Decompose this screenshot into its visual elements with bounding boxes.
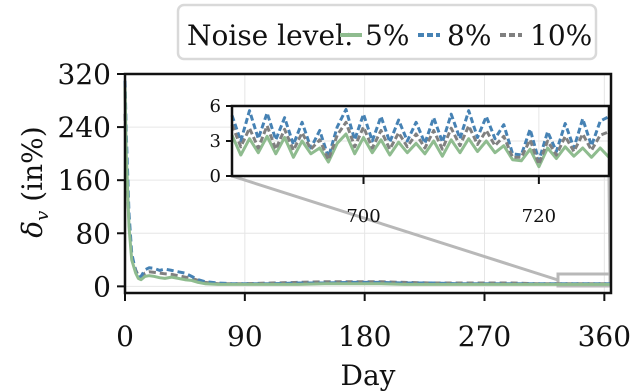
main-plot-frame bbox=[123, 72, 613, 295]
y-axis-label: δv (in%) bbox=[16, 126, 53, 237]
x-axis-label: Day bbox=[341, 359, 396, 392]
legend-frame bbox=[176, 3, 598, 61]
y-tick-label: 80 bbox=[75, 217, 111, 250]
x-tick-label: 270 bbox=[458, 320, 511, 353]
inset-y-tick-label: 0 bbox=[210, 166, 221, 187]
legend-label-5: 5% bbox=[365, 19, 409, 52]
inset-y-tick-label: 6 bbox=[210, 96, 221, 117]
zoom-connector bbox=[231, 174, 612, 288]
series-line-5 bbox=[123, 87, 611, 286]
zoom-connector-line bbox=[231, 174, 559, 282]
inset-series-line-5 bbox=[230, 132, 611, 169]
legend-label-8: 8% bbox=[447, 19, 491, 52]
legend-label-10: 10% bbox=[530, 19, 592, 52]
inset-x-tick-label: 720 bbox=[522, 206, 556, 227]
main-series bbox=[123, 80, 611, 286]
y-tick-label: 240 bbox=[58, 111, 111, 144]
inset-series-line-10 bbox=[230, 120, 610, 166]
x-tick-label: 180 bbox=[338, 320, 391, 353]
y-tick-label: 160 bbox=[58, 164, 111, 197]
inset-y-tick-label: 3 bbox=[210, 131, 221, 152]
x-tick-label: 360 bbox=[578, 320, 630, 353]
x-tick-label: 90 bbox=[227, 320, 263, 353]
inset-series-line-8 bbox=[230, 108, 610, 163]
y-tick-label: 320 bbox=[58, 58, 111, 91]
y-tick-label: 0 bbox=[93, 270, 111, 303]
legend-title: Noise level: bbox=[187, 19, 353, 52]
legend: Noise level: 5% 8% 10% bbox=[176, 3, 598, 61]
inset-series bbox=[230, 108, 611, 169]
inset-chart: 700 720 0 3 6 bbox=[210, 96, 611, 227]
x-tick-label: 0 bbox=[116, 320, 134, 353]
inset-x-tick-label: 700 bbox=[346, 206, 380, 227]
inset-ticks: 700 720 0 3 6 bbox=[210, 96, 556, 227]
